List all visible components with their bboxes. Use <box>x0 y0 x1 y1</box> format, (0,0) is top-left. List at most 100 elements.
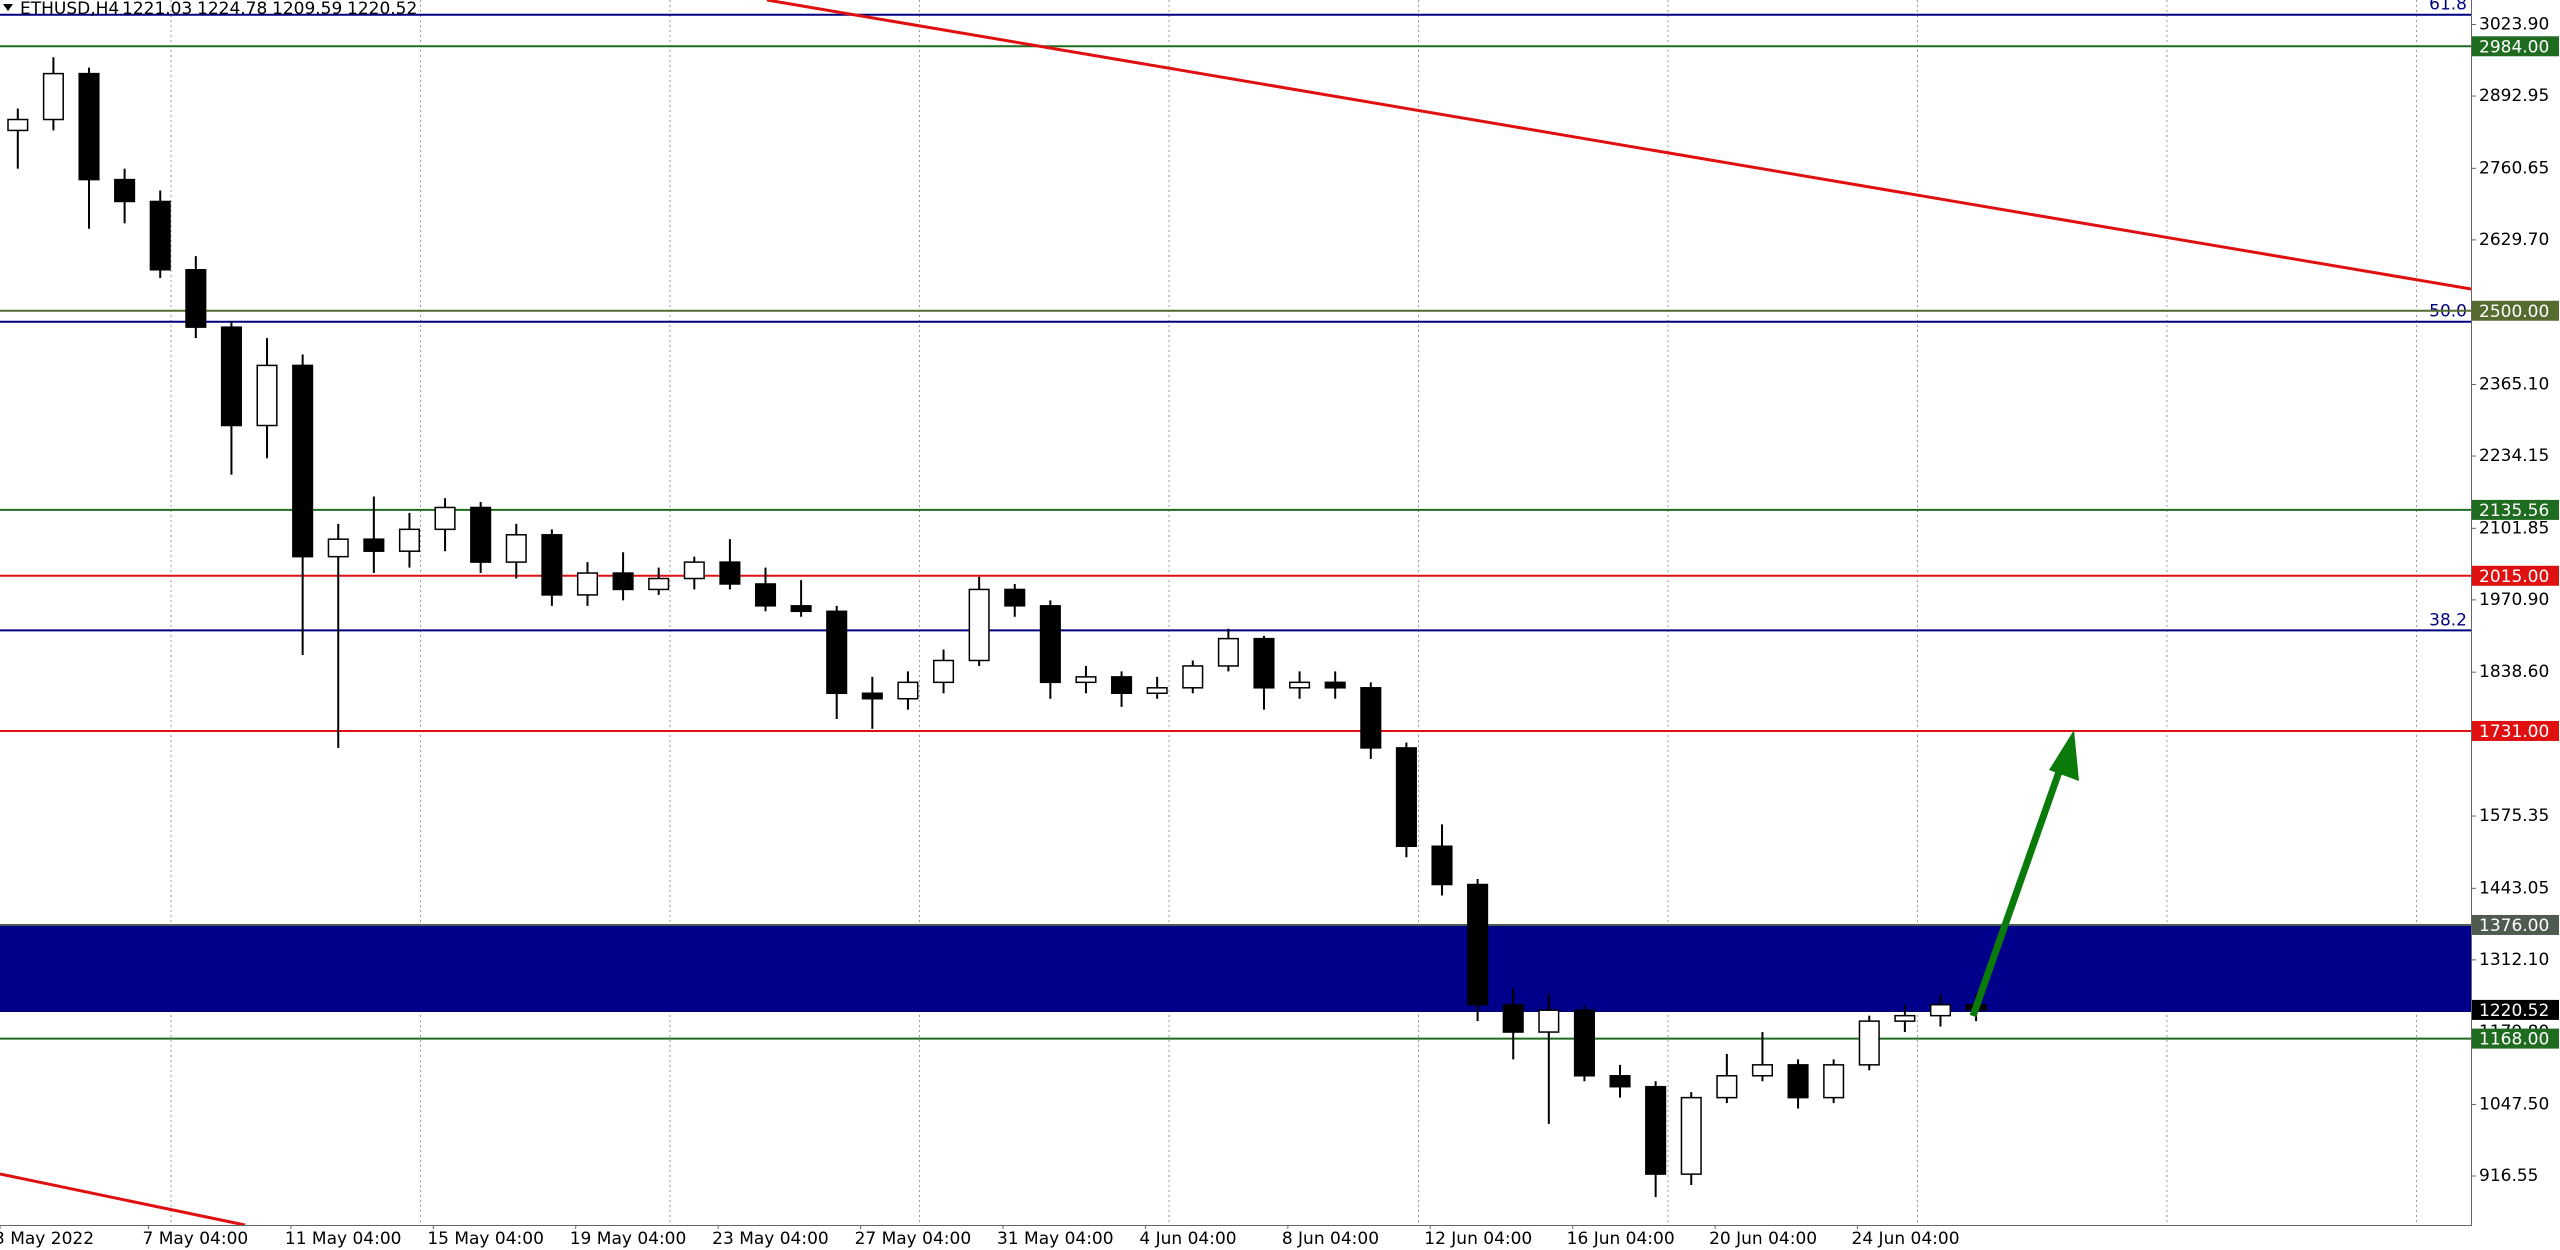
level-tag <box>2472 36 2559 57</box>
x-tick-label: 3 May 2022 <box>0 1229 94 1249</box>
level-label: 2984.00 <box>2479 37 2549 57</box>
symbol: ETHUSD,H4 <box>20 0 119 19</box>
candle-body <box>470 506 492 563</box>
candle-body <box>1858 1020 1880 1066</box>
level-label: 1168.00 <box>2479 1030 2549 1050</box>
level-tag <box>2472 914 2559 935</box>
candle-body <box>292 364 314 558</box>
candle-body <box>1431 845 1453 886</box>
x-tick-label: 7 May 04:00 <box>142 1229 248 1249</box>
candle-body <box>861 692 883 700</box>
candle-body <box>826 610 848 695</box>
y-tick-label: 2892.95 <box>2479 86 2549 106</box>
candle-body <box>1823 1064 1845 1099</box>
level-label: 2135.56 <box>2479 501 2549 521</box>
candle-body <box>576 572 599 596</box>
candle-body <box>1146 687 1168 695</box>
candle-body <box>1395 747 1417 848</box>
level-tag <box>2472 1028 2559 1049</box>
header-low: 1209.59 <box>272 0 342 19</box>
candle-body <box>1039 605 1061 684</box>
candle-body <box>7 118 29 132</box>
x-tick-label: 12 Jun 04:00 <box>1424 1229 1532 1249</box>
candle-body <box>1573 1009 1595 1077</box>
y-tick-label: 2760.65 <box>2479 158 2549 178</box>
candle-body <box>1467 883 1489 1006</box>
candle-layer <box>7 57 1987 1198</box>
candle-body <box>327 538 349 558</box>
level-tag <box>2472 499 2559 520</box>
candle-body <box>1289 681 1311 689</box>
y-tick-label: 1575.35 <box>2479 806 2549 826</box>
y-tick-label: 2365.10 <box>2479 374 2549 394</box>
candle-body <box>1182 665 1204 689</box>
candle-body <box>1004 588 1026 607</box>
candle-body <box>398 528 421 552</box>
candle-body <box>363 538 385 552</box>
candle-body <box>1502 1003 1524 1033</box>
x-tick-label: 27 May 04:00 <box>855 1229 972 1249</box>
candle-body <box>1253 637 1275 689</box>
y-tick-label: 2629.70 <box>2479 230 2549 250</box>
x-tick-label: 4 Jun 04:00 <box>1139 1229 1236 1249</box>
level-label: 2500.00 <box>2479 302 2549 322</box>
level-tag <box>2472 300 2559 321</box>
x-tick-label: 19 May 04:00 <box>570 1229 687 1249</box>
candle-body <box>220 326 242 427</box>
candle-body <box>1929 1003 1952 1017</box>
x-tick-label: 23 May 04:00 <box>712 1229 829 1249</box>
price-tag <box>2472 999 2559 1020</box>
x-tick-label: 16 Jun 04:00 <box>1567 1229 1675 1249</box>
candle-body <box>185 269 207 328</box>
candle-body <box>1217 637 1239 667</box>
candle-body <box>612 572 634 591</box>
candle-body <box>648 577 670 591</box>
zone-layer <box>0 924 2471 1012</box>
header-open: 1221.03 <box>122 0 192 19</box>
candle-body <box>1894 1014 1916 1022</box>
grid <box>170 0 2417 1225</box>
y-tick-label: 1312.10 <box>2479 950 2549 970</box>
zone <box>0 924 2471 1012</box>
price-label: 1220.52 <box>2479 1001 2549 1021</box>
candle-body <box>434 506 456 531</box>
candle-body <box>1716 1075 1738 1099</box>
trend-line <box>0 1172 246 1227</box>
y-tick-label: 1838.60 <box>2479 662 2549 682</box>
candle-body <box>541 534 563 596</box>
candle-body <box>683 561 705 580</box>
candle-body <box>42 72 64 121</box>
candle-body <box>256 364 278 427</box>
candle-body <box>1645 1085 1667 1175</box>
candle-body <box>968 588 990 662</box>
candle-body <box>1751 1064 1773 1077</box>
candle-body <box>1324 681 1346 689</box>
level-label: 1376.00 <box>2479 916 2549 936</box>
candle-body <box>1538 1009 1560 1033</box>
candle-body <box>790 605 812 613</box>
candle-body <box>754 583 777 607</box>
x-tick-label: 8 Jun 04:00 <box>1282 1229 1379 1249</box>
trend-line <box>766 0 2472 291</box>
candle-body <box>897 681 919 700</box>
candle-body <box>505 534 527 563</box>
arrow-shaft <box>1969 767 2064 1018</box>
x-tick-label: 11 May 04:00 <box>285 1229 402 1249</box>
candle-body <box>1360 687 1382 749</box>
fib-label: 38.2 <box>2429 610 2467 630</box>
x-tick-label: 24 Jun 04:00 <box>1852 1229 1960 1249</box>
x-tick-label: 20 Jun 04:00 <box>1709 1229 1817 1249</box>
header-close: 1220.52 <box>347 0 417 19</box>
candle-body <box>1111 676 1133 695</box>
level-tag <box>2472 720 2559 741</box>
candle-body <box>78 72 100 181</box>
candle-body <box>1787 1064 1809 1099</box>
level-label: 2015.00 <box>2479 567 2549 587</box>
candle-body <box>149 200 171 271</box>
candle-body <box>1680 1096 1702 1175</box>
level-tag <box>2472 565 2559 586</box>
fib-label: 23.6 <box>2429 991 2467 1011</box>
level-label: 1731.00 <box>2479 722 2549 742</box>
